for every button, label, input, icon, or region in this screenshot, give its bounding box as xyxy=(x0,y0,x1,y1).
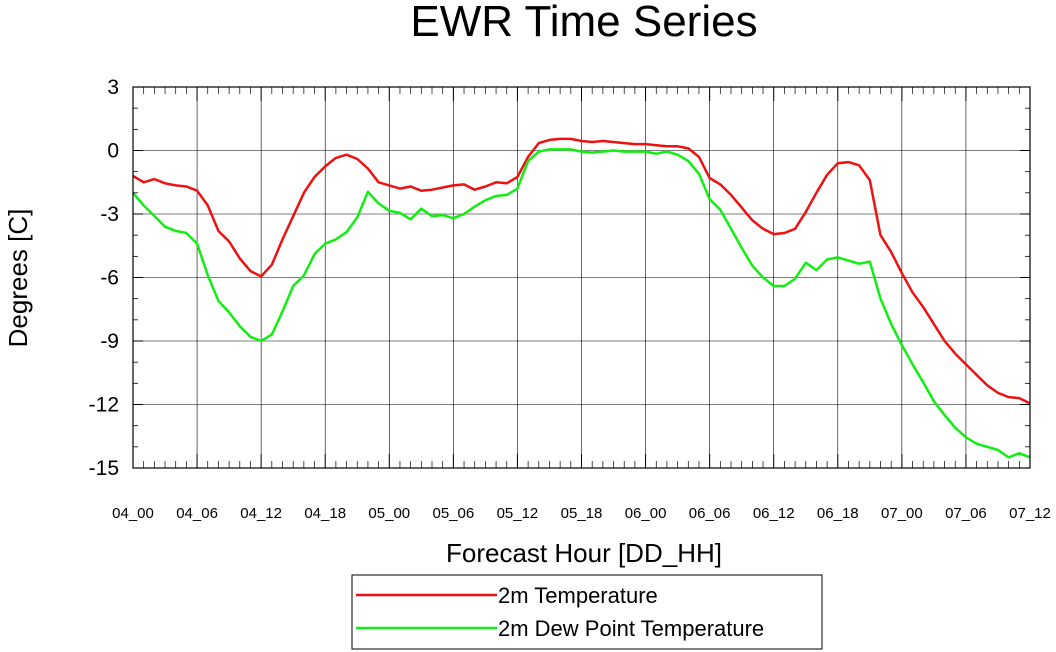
x-axis-label: Forecast Hour [DD_HH] xyxy=(446,538,722,568)
x-tick-label: 04_12 xyxy=(240,505,282,522)
x-tick-label: 05_18 xyxy=(561,505,603,522)
x-tick-label: 06_06 xyxy=(689,505,731,522)
x-tick-labels: 04_00 04_06 04_12 04_18 05_00 05_06 05_12 05_18… xyxy=(112,505,1051,522)
y-tick-label: 3 xyxy=(107,76,119,99)
y-axis-label: Degrees [C] xyxy=(3,209,33,348)
y-tick-label: -3 xyxy=(100,203,119,226)
legend-box xyxy=(351,574,823,650)
x-tick-label: 06_12 xyxy=(753,505,795,522)
series-line-dew-point xyxy=(132,148,1031,459)
x-tick-label: 04_18 xyxy=(304,505,346,522)
axis-ticks xyxy=(132,86,1031,469)
x-tick-label: 06_00 xyxy=(625,505,667,522)
x-tick-label: 04_00 xyxy=(112,505,154,522)
y-tick-label: 0 xyxy=(107,140,119,163)
legend-label-dew-point: 2m Dew Point Temperature xyxy=(498,616,764,641)
y-tick-labels: 3 0 -3 -6 -9 -12 -15 xyxy=(89,76,119,480)
chart-title: EWR Time Series xyxy=(410,0,757,46)
x-tick-label: 07_12 xyxy=(1009,505,1051,522)
y-tick-label: -9 xyxy=(100,330,119,353)
y-tick-label: -15 xyxy=(89,457,119,480)
legend: 2m Temperature 2m Dew Point Temperature xyxy=(351,574,823,650)
x-tick-label: 07_00 xyxy=(881,505,923,522)
plot-lines xyxy=(132,137,1031,459)
x-tick-label: 06_18 xyxy=(817,505,859,522)
y-tick-label: -6 xyxy=(100,267,119,290)
x-tick-label: 07_06 xyxy=(945,505,987,522)
series-line-temperature xyxy=(132,137,1031,405)
x-tick-label: 04_06 xyxy=(176,505,218,522)
x-tick-label: 05_06 xyxy=(432,505,474,522)
x-tick-label: 05_12 xyxy=(497,505,539,522)
legend-label-temperature: 2m Temperature xyxy=(498,583,658,608)
grid xyxy=(133,87,1030,468)
y-tick-label: -12 xyxy=(89,394,119,417)
x-tick-label: 05_00 xyxy=(368,505,410,522)
